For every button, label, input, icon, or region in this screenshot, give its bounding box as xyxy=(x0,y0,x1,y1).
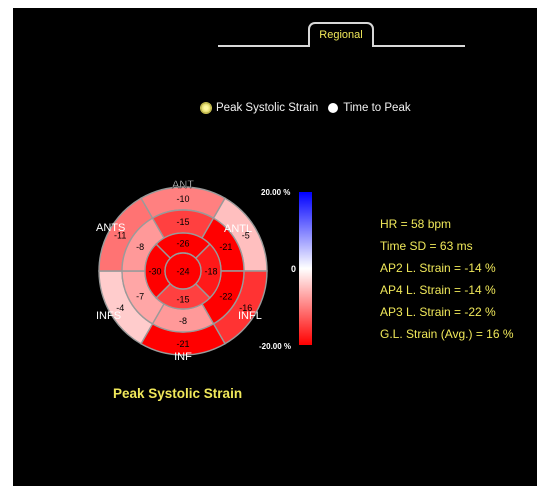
stat-ap3: AP3 L. Strain = -22 % xyxy=(380,305,496,319)
segment-value-mid-ant: -15 xyxy=(176,217,189,227)
radio-label-peak-systolic-strain[interactable]: Peak Systolic Strain xyxy=(216,102,319,114)
segment-value-basal-infl: -16 xyxy=(239,303,252,313)
color-scale-max: 20.00 % xyxy=(261,188,290,197)
segment-values: -10 -5 -16 -21 -4 -11 -15 -21 -22 -8 -7 -8 -26 -18 -15… xyxy=(114,194,252,349)
segment-value-apical-sep: -30 xyxy=(148,267,161,277)
wall-label-ant: ANT xyxy=(172,179,194,191)
bullseye-plot: -10 -5 -16 -21 -4 -11 -15 -21 -22 -8 -7 -8 -26 -18 -15… xyxy=(96,179,312,363)
wall-label-infl: INFL xyxy=(238,310,262,322)
segment-value-mid-antl: -21 xyxy=(219,242,232,252)
wall-labels: ANT ANTL INFL INF INFS ANTS xyxy=(96,179,262,363)
radio-time-to-peak[interactable] xyxy=(328,103,339,113)
segment-value-basal-ant: -10 xyxy=(176,194,189,204)
plot-title: Peak Systolic Strain xyxy=(113,386,243,401)
radio-peak-systolic-strain[interactable] xyxy=(201,103,211,113)
wall-label-infs: INFS xyxy=(96,310,121,322)
segment-value-mid-inf: -8 xyxy=(179,316,187,326)
segment-value-mid-infs: -7 xyxy=(136,291,144,301)
segment-value-apical-lat: -18 xyxy=(204,267,217,277)
radio-label-time-to-peak[interactable]: Time to Peak xyxy=(343,102,411,114)
color-scale-zero: 0 xyxy=(291,264,296,274)
color-scale-bar xyxy=(299,192,312,345)
mode-selector: Peak Systolic Strain Time to Peak xyxy=(201,100,421,116)
segment-value-basal-antl: -5 xyxy=(242,230,250,240)
color-scale-min: -20.00 % xyxy=(259,342,291,351)
segment-value-basal-ants: -11 xyxy=(114,230,126,240)
segment-value-apical-inf: -15 xyxy=(176,295,189,305)
stat-ap4: AP4 L. Strain = -14 % xyxy=(380,283,496,297)
segment-apex xyxy=(164,252,202,290)
strain-stats: HR = 58 bpm Time SD = 63 ms AP2 L. Strai… xyxy=(380,213,514,345)
color-scale: 20.00 % 0 -20.00 % xyxy=(259,188,312,351)
stat-ap2: AP2 L. Strain = -14 % xyxy=(380,261,496,275)
segment-value-basal-infs: -4 xyxy=(116,303,124,313)
wall-label-inf: INF xyxy=(174,351,192,363)
stat-hr: HR = 58 bpm xyxy=(380,217,452,231)
wall-label-antl: ANTL xyxy=(224,223,252,235)
segment-value-mid-infl: -22 xyxy=(219,291,232,301)
segment-value-basal-inf: -21 xyxy=(176,339,189,349)
stat-gl: G.L. Strain (Avg.) = 16 % xyxy=(380,327,514,341)
stat-time-sd: Time SD = 63 ms xyxy=(380,239,473,253)
strain-screen: Regional Peak Systolic Strain Time to Pe… xyxy=(13,8,537,486)
segment-value-mid-ants: -8 xyxy=(136,242,144,252)
tab-regional[interactable]: Regional xyxy=(308,22,374,47)
bullseye-rings xyxy=(98,186,268,356)
wall-label-ants: ANTS xyxy=(96,222,125,234)
segment-value-apex: -24 xyxy=(176,267,189,277)
segment-value-apical-ant: -26 xyxy=(176,239,189,249)
